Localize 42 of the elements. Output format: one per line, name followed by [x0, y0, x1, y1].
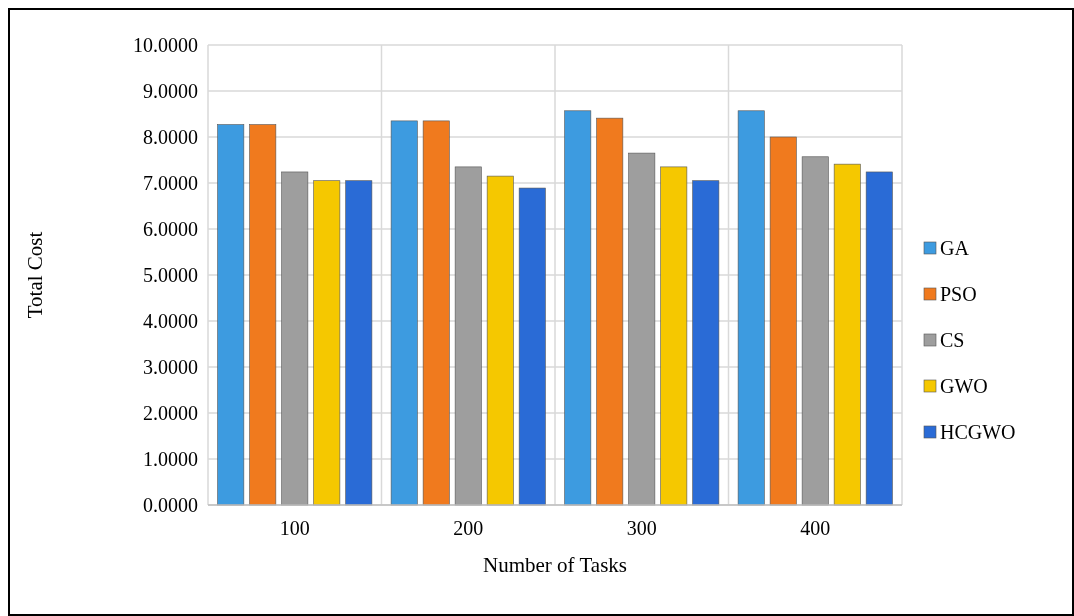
bar — [737, 110, 765, 506]
bar — [249, 124, 277, 506]
x-tick-label: 100 — [279, 517, 310, 539]
y-tick-label: 0.0000 — [143, 494, 198, 516]
x-tick-label: 400 — [800, 517, 831, 539]
y-tick-label: 1.0000 — [143, 448, 198, 470]
y-tick-label: 10.0000 — [133, 34, 198, 56]
bar — [518, 187, 546, 506]
bar — [486, 175, 514, 506]
y-tick-label: 7.0000 — [143, 172, 198, 194]
bar — [660, 166, 688, 506]
bar — [769, 136, 797, 506]
x-axis-title: Number of Tasks — [483, 553, 627, 577]
legend-label: GWO — [940, 375, 988, 397]
y-tick-label: 4.0000 — [143, 310, 198, 332]
legend-label: HCGWO — [940, 421, 1016, 443]
bar — [628, 152, 656, 506]
bar — [833, 163, 861, 506]
y-tick-label: 3.0000 — [143, 356, 198, 378]
bar — [596, 117, 624, 506]
bar — [692, 180, 720, 506]
bar — [564, 110, 592, 506]
bar — [281, 171, 309, 506]
y-tick-label: 2.0000 — [143, 402, 198, 424]
y-tick-label: 6.0000 — [143, 218, 198, 240]
y-tick-label: 9.0000 — [143, 80, 198, 102]
y-axis-title: Total Cost — [23, 231, 47, 319]
y-tick-label: 5.0000 — [143, 264, 198, 286]
legend-label: GA — [940, 237, 970, 259]
bar — [390, 120, 418, 506]
bar — [422, 120, 450, 506]
legend-label: PSO — [940, 283, 977, 305]
x-tick-label: 300 — [626, 517, 657, 539]
bar — [313, 180, 341, 506]
bar — [345, 180, 373, 506]
bar — [801, 156, 829, 506]
x-tick-label: 200 — [453, 517, 484, 539]
y-tick-label: 8.0000 — [143, 126, 198, 148]
bar — [217, 124, 245, 506]
bar — [454, 166, 482, 506]
legend-label: CS — [940, 329, 965, 351]
bar — [865, 171, 893, 506]
